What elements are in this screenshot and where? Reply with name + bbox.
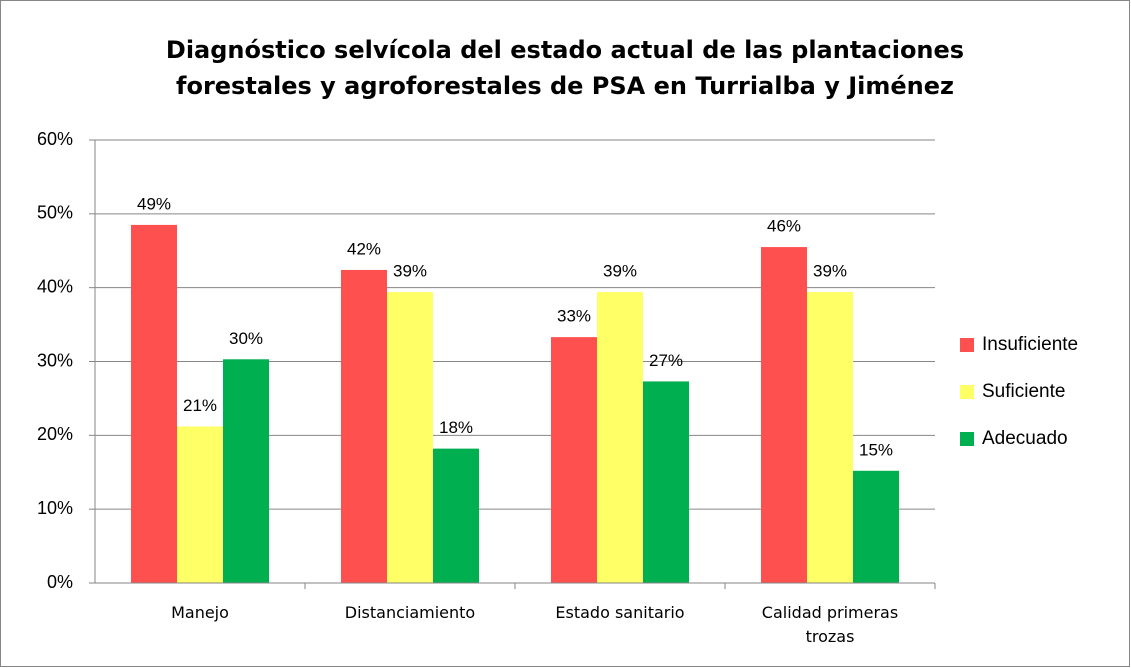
data-label: 21%	[183, 396, 217, 415]
x-tick-label: Calidad primeras trozas	[761, 603, 899, 646]
x-label-box: Manejo	[171, 603, 229, 622]
y-tick-label: 40%	[37, 276, 73, 296]
bar	[223, 359, 269, 583]
data-label: 49%	[137, 194, 171, 213]
x-tick-label: Estado sanitario	[555, 603, 685, 622]
data-label: 30%	[229, 329, 263, 348]
legend-label: Suficiente	[982, 381, 1065, 402]
y-tick-label: 60%	[37, 129, 73, 149]
x-tick-label: Manejo	[171, 603, 229, 622]
bar	[387, 292, 433, 583]
y-tick-label: 30%	[37, 350, 73, 370]
x-tick-label: Distanciamiento	[344, 603, 476, 622]
bar	[807, 292, 853, 583]
y-tick-label: 20%	[37, 424, 73, 444]
data-label: 39%	[603, 262, 637, 281]
data-label: 18%	[439, 418, 473, 437]
data-label: 46%	[767, 217, 801, 236]
bar	[597, 292, 643, 583]
data-label: 33%	[557, 307, 591, 326]
data-label: 15%	[859, 440, 893, 459]
bar	[341, 269, 387, 583]
bar	[551, 337, 597, 583]
legend-swatch	[960, 432, 974, 446]
data-label: 39%	[393, 262, 427, 281]
data-label: 27%	[649, 351, 683, 370]
bar	[177, 426, 223, 583]
data-label: 42%	[347, 239, 381, 258]
bar	[643, 381, 689, 583]
title-box: Diagnóstico selvícola del estado actual …	[165, 36, 965, 100]
bar	[433, 448, 479, 583]
y-tick-label: 0%	[47, 572, 73, 592]
x-label-box: Calidad primeras trozas	[761, 603, 899, 646]
bar	[853, 470, 899, 583]
legend-label: Adecuado	[982, 428, 1068, 449]
legend-swatch	[960, 338, 974, 352]
y-tick-label: 10%	[37, 498, 73, 518]
x-label-box: Distanciamiento	[344, 603, 476, 622]
bar	[131, 224, 177, 584]
legend-swatch	[960, 385, 974, 399]
chart-title: Diagnóstico selvícola del estado actual …	[165, 36, 965, 100]
bar	[761, 247, 807, 583]
y-tick-label: 50%	[37, 203, 73, 223]
data-label: 39%	[813, 262, 847, 281]
x-label-box: Estado sanitario	[555, 603, 685, 622]
legend-label: Insuficiente	[982, 334, 1078, 355]
